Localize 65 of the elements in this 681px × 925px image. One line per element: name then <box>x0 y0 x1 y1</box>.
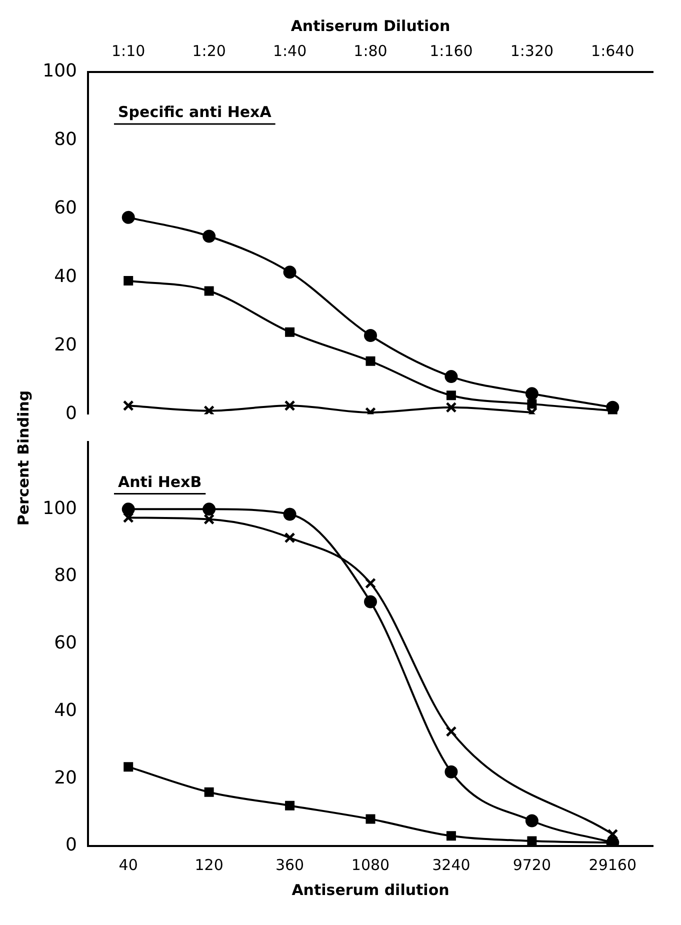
point <box>204 787 214 797</box>
point <box>365 578 376 589</box>
y-tick-label: 80 <box>54 565 77 586</box>
point <box>525 387 538 400</box>
y-tick-label: 100 <box>42 498 77 519</box>
x-axis-title: Antiserum Dilution <box>290 16 450 35</box>
x-tick-label: 1:160 <box>430 42 473 60</box>
point <box>283 266 296 279</box>
point <box>366 356 376 366</box>
x-tick-label: 1:320 <box>510 42 554 60</box>
x-tick-label: 1080 <box>351 856 390 874</box>
point <box>122 502 135 516</box>
point <box>122 512 134 524</box>
x-axis-title: Antiserum dilution <box>292 880 450 899</box>
y-tick-label: 80 <box>54 129 77 150</box>
point <box>446 831 456 841</box>
y-tick-label: 40 <box>54 700 77 721</box>
point <box>525 814 538 828</box>
y-axis-title: Percent Binding <box>15 390 33 526</box>
point <box>446 726 457 737</box>
point <box>527 399 537 409</box>
x-tick-label: 360 <box>275 856 304 874</box>
annotation: Specific anti HexA <box>118 103 272 121</box>
y-tick-label: 0 <box>66 402 77 424</box>
point <box>284 532 296 544</box>
y-tick-label: 0 <box>66 834 77 856</box>
x-tick-label: 3240 <box>432 856 470 874</box>
point <box>606 400 620 414</box>
point <box>204 514 215 525</box>
x-tick-label: 1:20 <box>192 42 226 60</box>
y-tick-label: 60 <box>54 632 77 654</box>
point <box>122 400 134 412</box>
x-tick-label: 40 <box>118 856 138 874</box>
point <box>446 390 456 400</box>
point <box>366 814 376 824</box>
point <box>283 508 296 521</box>
point <box>202 502 216 516</box>
point <box>444 765 458 778</box>
point <box>364 595 377 608</box>
point <box>204 286 214 296</box>
y-tick-label: 20 <box>54 767 77 788</box>
x-tick-label: 29160 <box>588 856 636 874</box>
point <box>202 230 216 243</box>
point <box>364 328 377 342</box>
point <box>284 400 296 412</box>
point <box>204 405 215 414</box>
annotation: Anti HexB <box>118 472 202 491</box>
point <box>285 327 295 337</box>
point <box>444 370 458 384</box>
y-tick-label: 40 <box>54 266 77 287</box>
point <box>124 762 134 772</box>
y-tick-label: 100 <box>42 60 77 82</box>
x-tick-label: 120 <box>194 856 224 874</box>
y-tick-label: 60 <box>54 198 77 219</box>
x-tick-label: 9720 <box>512 856 552 874</box>
point <box>527 836 537 846</box>
point <box>122 210 135 224</box>
x-tick-label: 1:40 <box>272 42 307 60</box>
x-tick-label: 1:640 <box>591 42 634 60</box>
point <box>285 800 295 810</box>
y-tick-label: 20 <box>54 334 77 356</box>
point <box>446 402 457 413</box>
point <box>124 276 134 286</box>
x-tick-label: 1:80 <box>354 42 388 60</box>
x-tick-label: 1:10 <box>112 42 146 60</box>
